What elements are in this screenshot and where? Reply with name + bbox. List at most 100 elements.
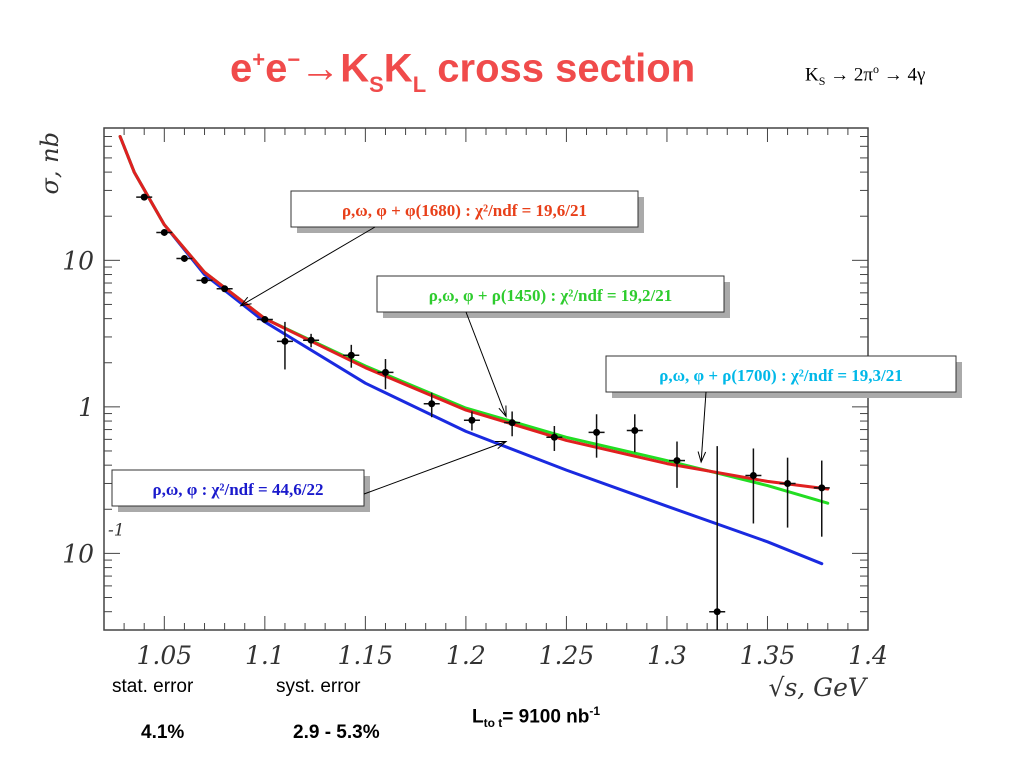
title-part: →K — [300, 46, 370, 91]
legend-arrow — [240, 226, 376, 307]
stat-error-label: stat. error — [112, 676, 194, 697]
legend-box-2: ρ,ω, φ + ρ(1450) : χ²/ndf = 19,2/21 — [376, 275, 730, 418]
legend-text: ρ,ω, φ + ρ(1700) : χ²/ndf = 19,3/21 — [659, 366, 903, 385]
data-marker — [428, 400, 436, 408]
x-tick-label: 1.1 — [245, 641, 285, 670]
data-marker — [281, 337, 289, 345]
legend-arrow — [700, 391, 707, 463]
data-marker — [307, 336, 315, 344]
title-part: L — [412, 72, 427, 98]
data-point — [626, 414, 643, 453]
data-marker — [508, 419, 516, 427]
legend-arrow — [363, 441, 507, 495]
title-part: + — [252, 47, 266, 72]
legend-frame — [376, 275, 725, 313]
legend-arrow — [465, 311, 507, 417]
legend-text: ρ,ω, φ + ρ(1450) : χ²/ndf = 19,2/21 — [429, 286, 673, 305]
data-point — [196, 276, 213, 284]
decay-part: S — [818, 74, 826, 89]
stat-error-value: 4.1% — [141, 722, 185, 743]
data-marker — [180, 254, 188, 262]
luminosity-part: to t — [483, 716, 503, 731]
x-axis-label: √s, GeV — [769, 673, 869, 702]
decay-part: K — [805, 64, 819, 86]
legend-frame — [111, 469, 365, 507]
data-point — [136, 193, 153, 201]
data-marker — [221, 285, 229, 293]
data-marker — [631, 426, 639, 434]
legend-text: ρ,ω, φ : χ²/ndf = 44,6/22 — [153, 480, 324, 499]
legend-frame — [605, 355, 957, 393]
data-marker — [673, 457, 681, 465]
data-marker — [818, 484, 826, 492]
x-tick-label: 1.3 — [647, 641, 687, 670]
y-tick-label: 10 — [62, 539, 94, 568]
legend-arrowhead — [697, 451, 707, 464]
data-point — [216, 285, 233, 293]
data-marker — [160, 228, 168, 236]
decay-part: → 4γ — [879, 64, 926, 86]
data-marker — [201, 276, 209, 284]
legend-arrowhead — [239, 296, 252, 307]
title-part: − — [287, 47, 301, 72]
legend-frame — [290, 190, 639, 228]
page-title: e+e−→KSKL cross section — [230, 36, 695, 107]
data-marker — [347, 351, 355, 359]
data-point — [423, 392, 440, 418]
decay-part: o — [873, 62, 880, 76]
decay-part: → 2π — [825, 64, 874, 86]
luminosity: Lto t= 9100 nb-1 — [472, 704, 600, 730]
syst-error-label: syst. error — [276, 676, 361, 697]
data-point — [303, 333, 320, 348]
legend-box-3: ρ,ω, φ + ρ(1700) : χ²/ndf = 19,3/21 — [605, 355, 962, 464]
title-part: S — [369, 72, 384, 98]
legend-arrowhead — [498, 405, 507, 418]
x-tick-label: 1.25 — [539, 641, 595, 670]
data-point — [709, 446, 726, 630]
data-point — [813, 460, 830, 537]
data-point — [669, 441, 685, 488]
title-part: e — [230, 46, 253, 91]
syst-error-value: 2.9 - 5.3% — [293, 722, 380, 743]
y-tick-label: 10 — [62, 246, 94, 275]
data-point — [276, 321, 293, 370]
data-marker — [593, 428, 601, 436]
data-point — [588, 414, 605, 458]
luminosity-part: = 9100 nb — [502, 706, 590, 728]
title-part: e — [265, 46, 288, 91]
data-point — [377, 359, 394, 390]
decay-chain: KS → 2πo → 4γ — [805, 62, 925, 89]
legend-box-1: ρ,ω, φ + φ(1680) : χ²/ndf = 19,6/21 — [239, 190, 644, 307]
luminosity-part: L — [472, 706, 484, 728]
data-marker — [381, 368, 389, 376]
title-part: cross section — [426, 46, 696, 91]
data-point — [343, 344, 360, 368]
x-tick-label: 1.15 — [338, 641, 394, 670]
data-marker — [261, 315, 269, 323]
data-marker — [468, 416, 476, 424]
data-point — [156, 228, 173, 236]
y-axis-label: σ, nb — [36, 132, 64, 194]
data-point — [546, 426, 563, 451]
data-point — [256, 315, 273, 323]
y-tick-exponent: -1 — [108, 520, 125, 540]
fit-curve-1 — [118, 135, 830, 491]
data-point — [779, 457, 796, 528]
legend-box-4: ρ,ω, φ : χ²/ndf = 44,6/22 — [111, 441, 508, 512]
data-marker — [713, 608, 721, 616]
data-point — [745, 448, 762, 524]
x-tick-label: 1.2 — [446, 641, 486, 670]
data-point — [463, 411, 480, 431]
title-part: K — [383, 46, 413, 91]
data-marker — [749, 472, 757, 480]
data-marker — [550, 433, 558, 441]
y-tick-label: 1 — [78, 393, 94, 422]
x-tick-label: 1.4 — [848, 641, 888, 670]
data-marker — [784, 479, 792, 487]
legend-text: ρ,ω, φ + φ(1680) : χ²/ndf = 19,6/21 — [342, 201, 587, 220]
data-marker — [140, 193, 148, 201]
x-tick-label: 1.35 — [740, 641, 796, 670]
data-point — [504, 411, 521, 437]
data-point — [176, 254, 193, 262]
